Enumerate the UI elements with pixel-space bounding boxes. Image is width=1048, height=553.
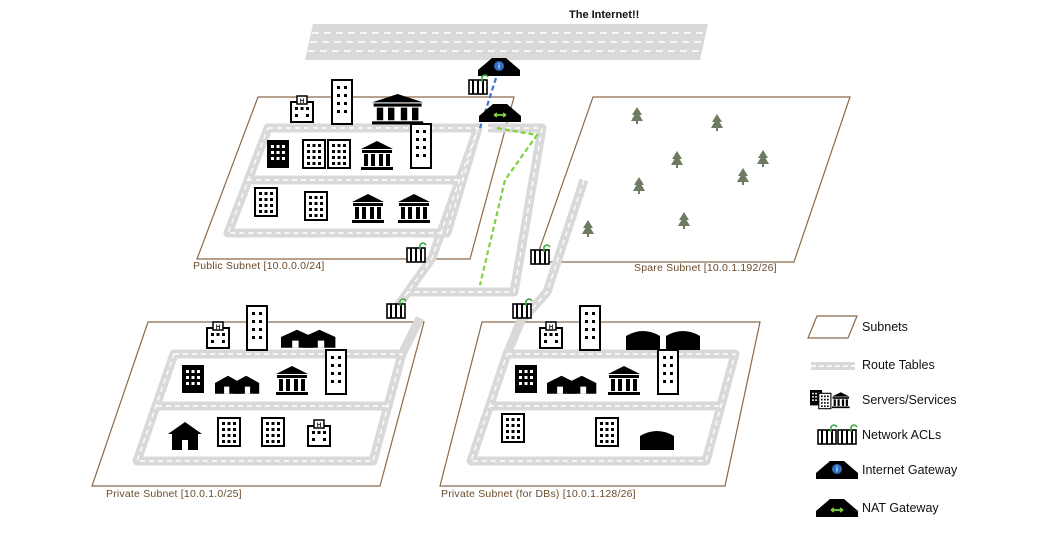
spare-subnet-area bbox=[534, 96, 851, 263]
legend-igw-label: Internet Gateway bbox=[862, 463, 958, 477]
legend-route-tables-label: Route Tables bbox=[862, 358, 935, 372]
legend-icons: i bbox=[807, 315, 858, 517]
legend-subnets-label: Subnets bbox=[862, 320, 908, 334]
nat-gateway bbox=[479, 104, 521, 122]
internet-gateway-icon: i bbox=[816, 461, 858, 479]
buildings-icon bbox=[810, 390, 850, 410]
internet-gateway: i bbox=[478, 58, 520, 76]
subnet-swatch-icon bbox=[807, 315, 858, 339]
acl-igw bbox=[468, 74, 489, 95]
legend-acls-label: Network ACLs bbox=[862, 428, 942, 442]
private-subnet-label: Private Subnet [10.0.1.0/25] bbox=[106, 488, 242, 500]
legend-nat-label: NAT Gateway bbox=[862, 501, 939, 515]
nat-gateway-icon bbox=[816, 499, 858, 517]
acl-gate-icon bbox=[817, 424, 858, 445]
internet-road bbox=[305, 24, 708, 60]
route-table-road-icon bbox=[811, 362, 855, 370]
nat-route-path bbox=[478, 126, 539, 286]
spare-subnet-label: Spare Subnet [10.0.1.192/26] bbox=[634, 262, 777, 274]
svg-text:i: i bbox=[498, 64, 500, 71]
internet-label: The Internet!! bbox=[569, 9, 640, 21]
acl-private-db bbox=[512, 298, 533, 319]
legend-servers-label: Servers/Services bbox=[862, 393, 957, 407]
svg-text:i: i bbox=[836, 467, 838, 474]
private-db-subnet-label: Private Subnet (for DBs) [10.0.1.128/26] bbox=[441, 488, 636, 500]
public-subnet-label: Public Subnet [10.0.0.0/24] bbox=[193, 260, 325, 272]
